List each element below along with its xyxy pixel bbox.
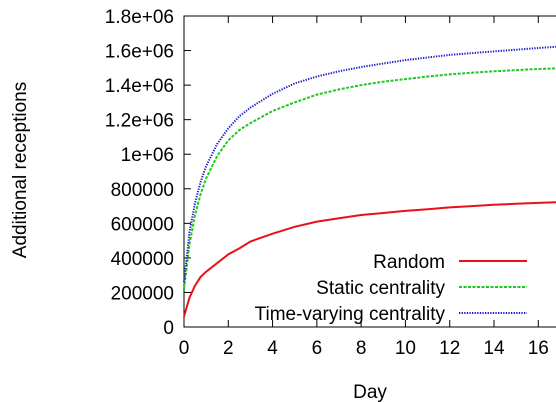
x-tick-label: 10 xyxy=(395,338,416,359)
series-line-0 xyxy=(183,201,556,317)
x-tick-label: 0 xyxy=(179,338,190,359)
y-tick-label: 1e+06 xyxy=(121,145,174,166)
y-tick-label: 1.2e+06 xyxy=(105,111,174,132)
x-tick-label: 8 xyxy=(356,338,367,359)
plot-frame xyxy=(183,15,556,328)
y-tick-label: 600000 xyxy=(111,214,174,235)
x-tick-label: 6 xyxy=(312,338,323,359)
x-axis-label: Day xyxy=(353,382,387,402)
legend: Random Static centrality Time-varying cent… xyxy=(255,252,527,325)
y-axis: 0 200000 400000 600000 800000 1e+06 1.2e+06 1.4… xyxy=(105,7,191,339)
x-tick-label: 14 xyxy=(483,338,505,359)
x-tick-label: 2 xyxy=(223,338,234,359)
plot-area xyxy=(183,15,556,328)
y-tick-label: 1.8e+06 xyxy=(105,7,174,28)
x-tick-label: 12 xyxy=(439,338,460,359)
x-axis: 0 2 4 6 8 10 12 14 16 xyxy=(179,16,549,359)
y-tick-label: 0 xyxy=(163,318,174,339)
legend-label: Time-varying centrality xyxy=(255,304,446,325)
y-tick-label: 800000 xyxy=(111,180,174,201)
y-tick-label: 1.6e+06 xyxy=(105,42,174,63)
y-axis-label: Additional receptions xyxy=(10,82,31,258)
legend-label: Static centrality xyxy=(316,278,445,299)
series-line-1 xyxy=(183,67,556,290)
x-tick-label: 16 xyxy=(528,338,549,359)
y-tick-label: 200000 xyxy=(111,283,174,304)
series-line-2 xyxy=(183,45,556,283)
y-tick-label: 1.4e+06 xyxy=(105,76,174,97)
series-layer xyxy=(183,45,556,317)
x-tick-label: 4 xyxy=(267,338,278,359)
legend-label: Random xyxy=(373,252,445,273)
y-tick-label: 400000 xyxy=(111,249,174,270)
